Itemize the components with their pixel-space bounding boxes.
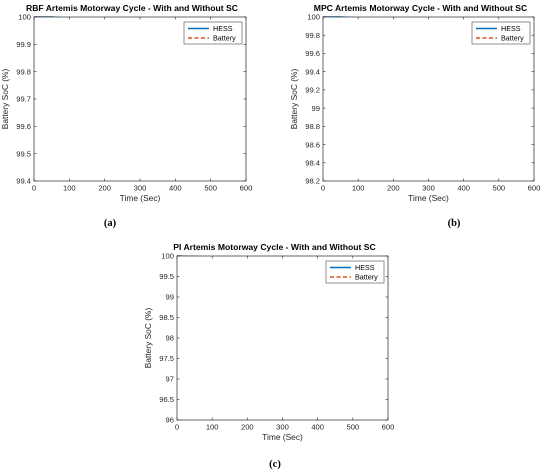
y-tick-label: 99 [166,293,174,302]
x-tick-label: 600 [382,423,395,432]
y-tick-label: 99.5 [16,149,31,158]
y-tick-label: 96.5 [159,395,174,404]
x-tick-label: 0 [175,423,179,432]
y-tick-label: 100 [161,252,174,261]
y-tick-label: 100 [307,13,320,22]
y-tick-label: 97 [166,375,174,384]
x-tick-label: 0 [32,184,36,193]
y-tick-label: 99.7 [16,95,31,104]
y-tick-label: 99.2 [305,86,320,95]
y-tick-label: 98.2 [305,177,320,186]
y-tick-label: 98.6 [305,140,320,149]
x-axis-label: Time (Sec) [408,193,449,203]
x-tick-label: 100 [206,423,219,432]
y-axis-label: Battery SoC (%) [143,308,153,369]
y-tick-label: 97.5 [159,354,174,363]
y-tick-label: 99.8 [16,67,31,76]
x-tick-label: 400 [169,184,182,193]
x-axis-label: Time (Sec) [262,432,303,442]
x-tick-label: 400 [457,184,470,193]
y-tick-label: 99.4 [16,177,31,186]
x-tick-label: 200 [241,423,254,432]
y-tick-label: 96 [166,416,174,425]
legend-label: Battery [355,273,378,282]
panel-caption: (c) [269,459,281,470]
x-axis-label: Time (Sec) [120,193,161,203]
x-tick-label: 300 [134,184,147,193]
legend-label: Battery [213,34,236,43]
y-tick-label: 98.4 [305,158,320,167]
x-tick-label: 600 [240,184,253,193]
x-tick-label: 600 [528,184,541,193]
chart-panel-1: 0 100 200 300 400 500 600 98.2 98.4 98.6 98.8 99 99.… [289,3,540,229]
axes-frame [322,16,535,182]
panel-caption: (b) [448,218,461,229]
y-tick-label: 99 [312,104,320,113]
x-tick-label: 500 [346,423,359,432]
y-tick-label: 98.5 [159,313,174,322]
legend-label: HESS [501,24,521,33]
y-tick-label: 99.6 [16,122,31,131]
chart-panel-0: 0 100 200 300 400 500 600 99.4 99.5 99.6 99.7 99.8 9… [0,3,252,229]
x-tick-label: 300 [276,423,289,432]
legend-label: Battery [501,34,524,43]
x-tick-label: 300 [422,184,435,193]
chart-title: RBF Artemis Motorway Cycle - With and Wi… [26,3,238,13]
chart-title: PI Artemis Motorway Cycle - With and Wit… [173,242,375,252]
x-tick-label: 200 [98,184,111,193]
y-tick-label: 99.6 [305,49,320,58]
legend-label: HESS [355,263,375,272]
y-tick-label: 99.9 [16,40,31,49]
x-tick-label: 100 [63,184,76,193]
y-tick-label: 98 [166,334,174,343]
y-tick-label: 100 [18,13,31,22]
chart-panel-2: 0 100 200 300 400 500 600 96 96.5 97 97.5 98 98.5 99 9… [143,242,394,470]
y-axis-label: Battery SoC (%) [0,69,10,130]
y-axis-label: Battery SoC (%) [289,69,299,130]
x-tick-label: 400 [311,423,324,432]
axes-frame [33,16,247,182]
panel-caption: (a) [104,218,117,229]
chart-title: MPC Artemis Motorway Cycle - With and Wi… [314,3,527,13]
y-tick-label: 99.5 [159,272,174,281]
x-tick-label: 200 [387,184,400,193]
y-tick-label: 99.8 [305,31,320,40]
y-tick-label: 99.4 [305,67,320,76]
x-tick-label: 0 [321,184,325,193]
x-tick-label: 500 [492,184,505,193]
x-tick-label: 100 [352,184,365,193]
y-tick-label: 98.8 [305,122,320,131]
x-tick-label: 500 [204,184,217,193]
legend-label: HESS [213,24,233,33]
